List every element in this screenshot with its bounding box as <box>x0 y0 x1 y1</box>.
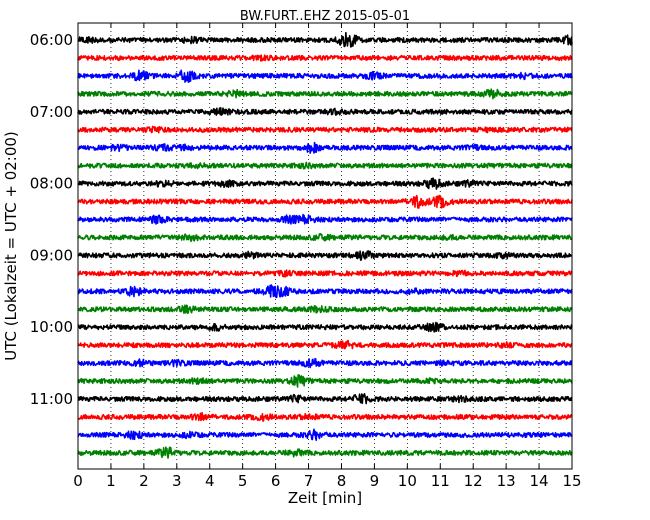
x-tick-label: 12 <box>464 472 483 490</box>
x-tick-label: 14 <box>530 472 549 490</box>
y-tick-label: 09:00 <box>30 246 73 264</box>
seismogram-trace <box>77 269 573 278</box>
seismogram-trace <box>77 107 573 116</box>
x-tick-label: 9 <box>370 472 380 490</box>
seismogram-traces <box>77 31 573 459</box>
seismogram-trace <box>77 233 573 243</box>
seismogram-trace <box>77 177 573 190</box>
x-tick-label: 5 <box>238 472 248 490</box>
seismogram-trace <box>77 304 573 315</box>
seismogram-trace <box>77 428 573 441</box>
x-tick-label: 15 <box>562 472 581 490</box>
seismogram-trace <box>77 321 573 333</box>
seismogram-trace <box>77 411 573 422</box>
seismogram-trace <box>77 357 573 369</box>
y-tick-label: 07:00 <box>30 103 73 121</box>
seismogram-trace <box>77 393 573 405</box>
axis-ticks: 0 1 2 3 4 5 6 7 8 9 10 11 12 13 14 1506:0007:0008:0009:… <box>30 23 582 490</box>
x-tick-label: 10 <box>398 472 417 490</box>
minute-gridlines <box>110 23 540 469</box>
y-tick-label: 10:00 <box>30 318 73 336</box>
plot-frame <box>77 22 573 470</box>
seismogram-trace <box>77 88 573 100</box>
x-axis-label: Zeit [min] <box>288 489 362 507</box>
y-tick-label: 08:00 <box>30 175 73 193</box>
seismogram-trace <box>77 54 573 62</box>
y-axis-label: UTC (Lokalzeit = UTC + 02:00) <box>2 131 20 361</box>
seismogram-trace <box>77 31 573 48</box>
x-tick-label: 6 <box>271 472 281 490</box>
seismogram-trace <box>77 194 573 209</box>
x-tick-label: 1 <box>106 472 116 490</box>
x-tick-label: 7 <box>304 472 314 490</box>
seismogram-trace <box>77 69 573 83</box>
seismogram-trace <box>77 284 573 299</box>
seismogram-trace <box>77 141 573 154</box>
chart-title: BW.FURT..EHZ 2015-05-01 <box>240 9 410 24</box>
seismogram-trace <box>77 125 573 134</box>
x-tick-label: 0 <box>73 472 83 490</box>
x-tick-label: 13 <box>497 472 516 490</box>
seismogram-trace <box>77 374 573 388</box>
x-tick-label: 3 <box>172 472 182 490</box>
y-tick-label: 06:00 <box>30 31 73 49</box>
seismogram-trace <box>77 446 573 459</box>
seismogram-trace <box>77 339 573 350</box>
x-tick-label: 2 <box>139 472 149 490</box>
seismogram-trace <box>77 161 573 170</box>
y-tick-label: 11:00 <box>30 390 73 408</box>
seismogram-trace <box>77 213 573 225</box>
x-tick-label: 4 <box>205 472 215 490</box>
x-tick-label: 11 <box>431 472 450 490</box>
seismogram-trace <box>77 250 573 261</box>
x-tick-label: 8 <box>337 472 347 490</box>
